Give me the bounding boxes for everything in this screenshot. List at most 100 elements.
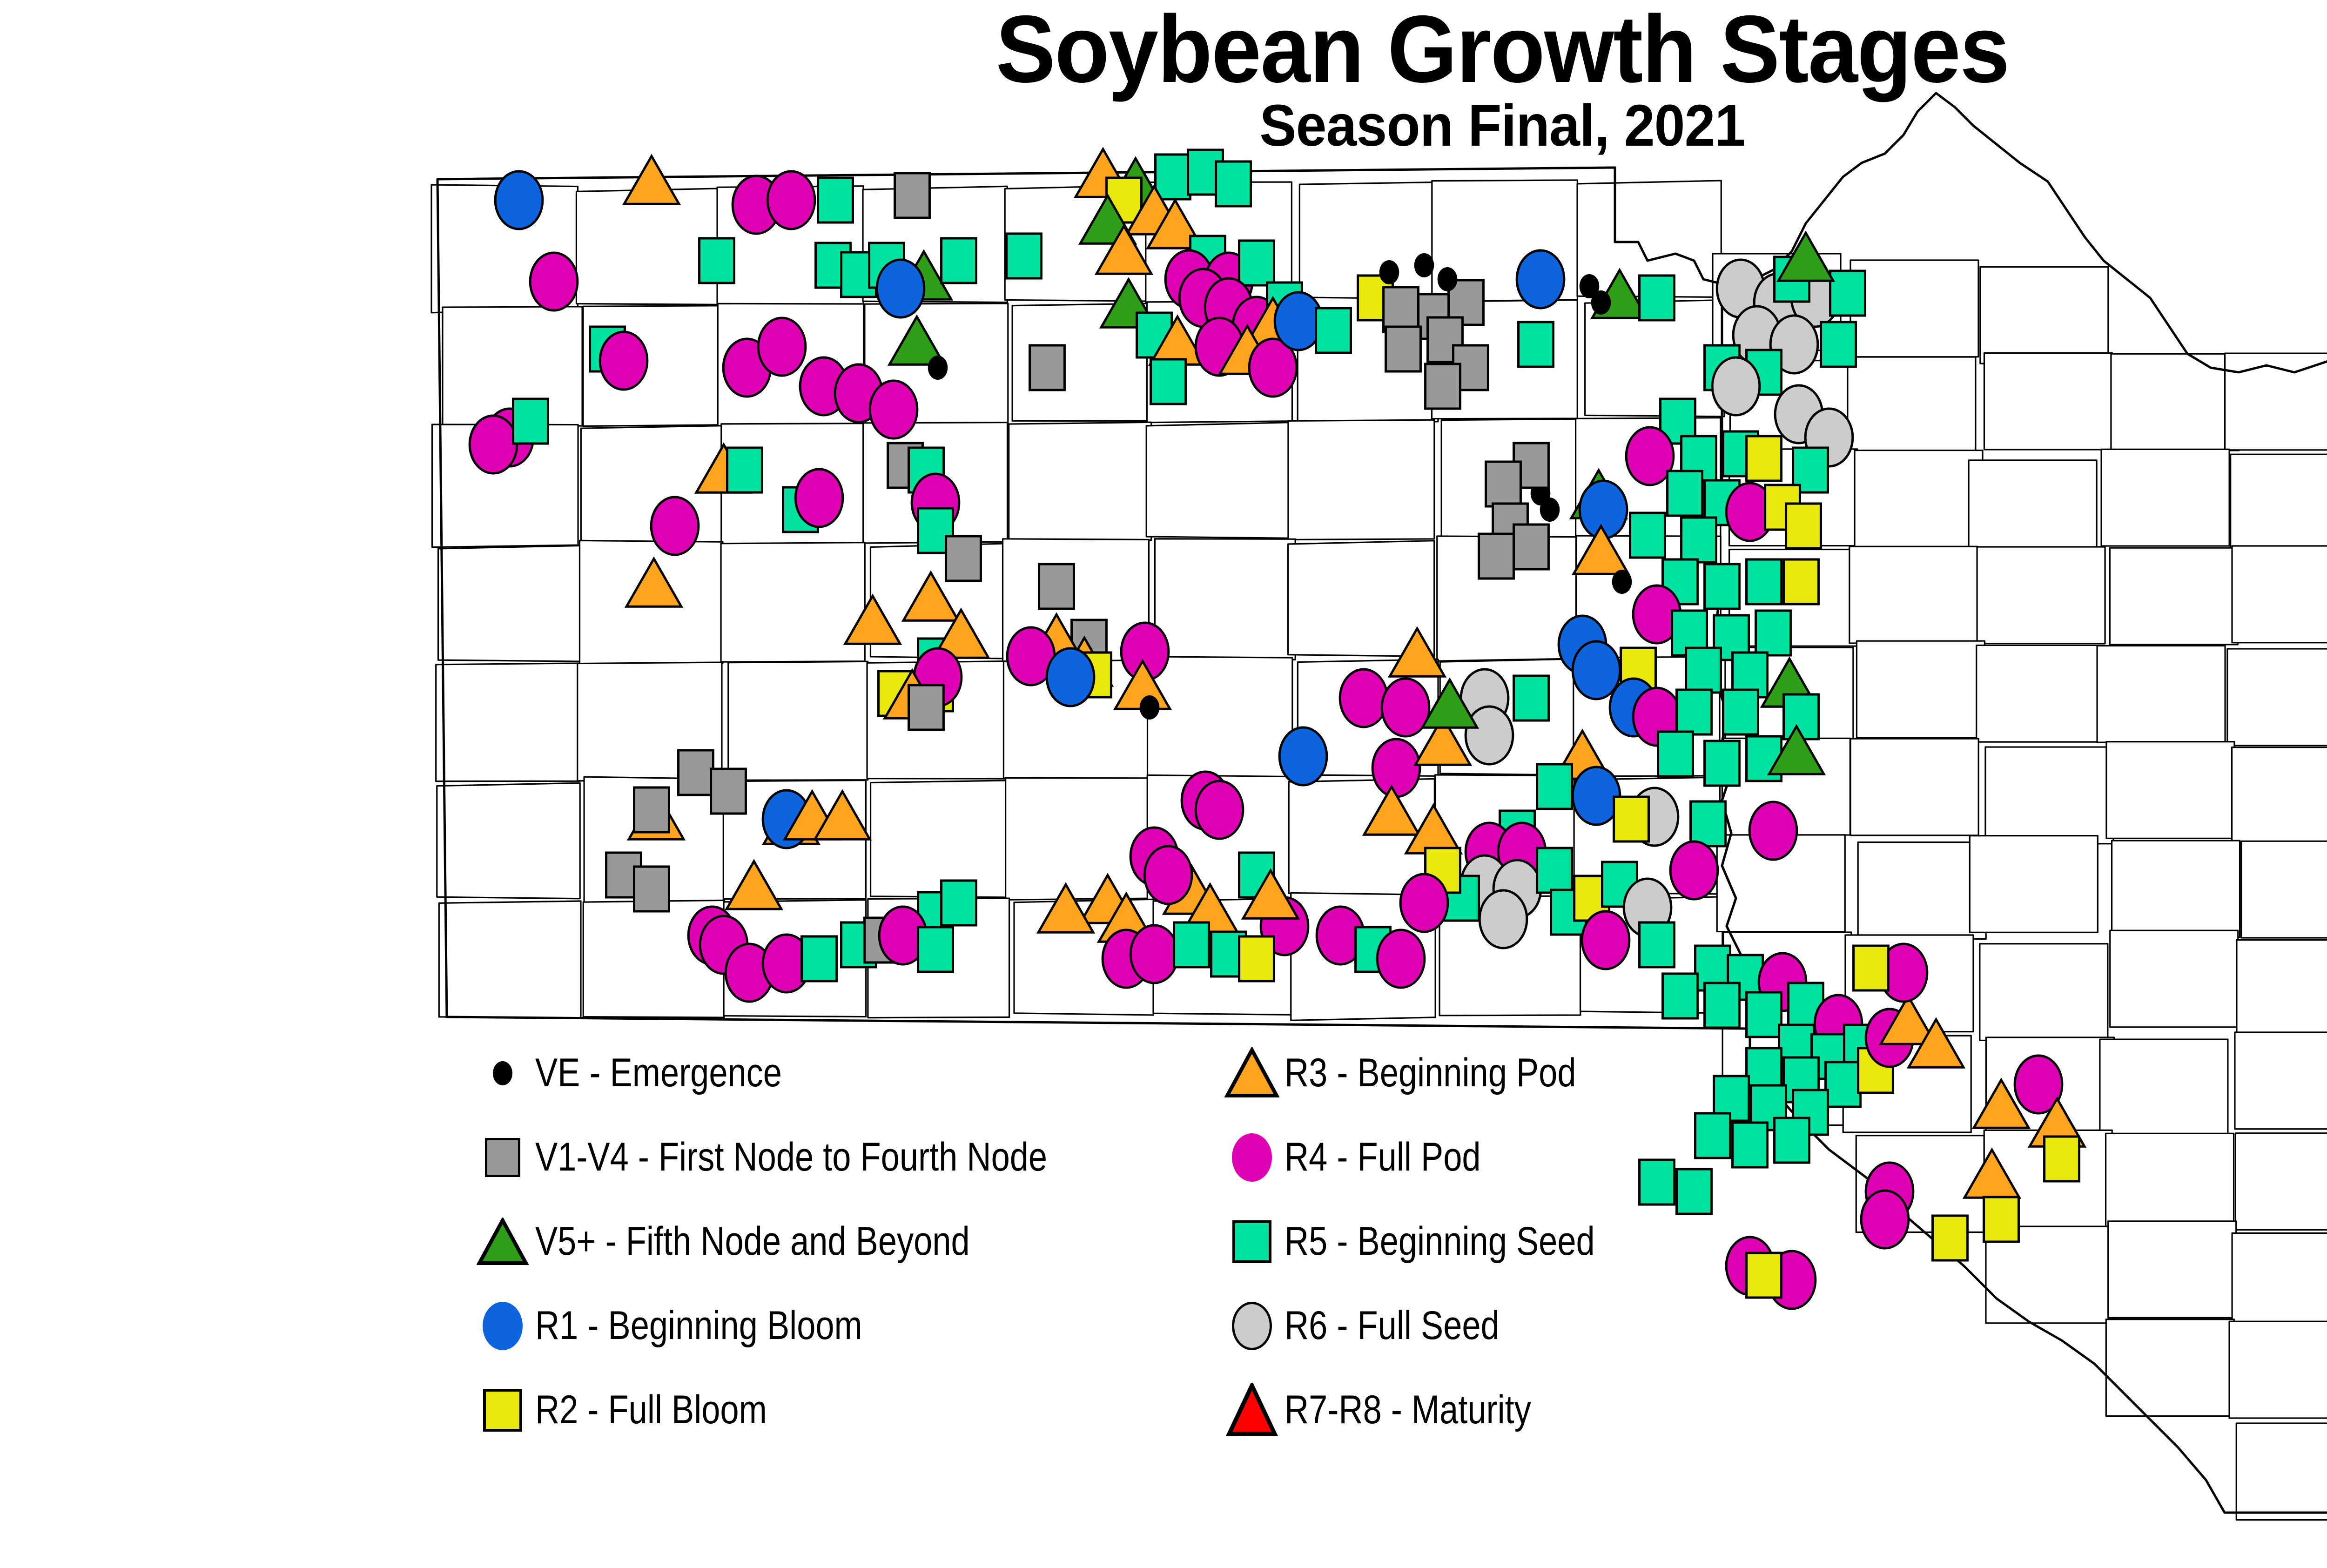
map-marker-r5[interactable] [1675, 688, 1713, 736]
map-marker-ve[interactable] [1139, 695, 1160, 720]
map-marker-r4[interactable] [2013, 1054, 2064, 1115]
map-marker-r4[interactable] [794, 468, 844, 528]
map-marker-r4[interactable] [1194, 780, 1244, 840]
map-marker-r5[interactable] [1680, 516, 1717, 564]
map-marker-r3[interactable] [1387, 626, 1447, 678]
map-marker-r2[interactable] [1613, 795, 1650, 843]
map-marker-v1-v4[interactable] [945, 535, 982, 582]
map-marker-v1-v4[interactable] [908, 684, 945, 731]
map-marker-r2[interactable] [1782, 558, 1820, 606]
map-marker-r3[interactable] [1878, 994, 1938, 1045]
map-marker-r5[interactable] [1536, 763, 1573, 810]
map-marker-r5[interactable] [1536, 847, 1573, 894]
map-marker-r4[interactable] [868, 379, 919, 440]
legend-item-r7-r8[interactable]: R7-R8 - Maturity [1224, 1368, 1654, 1452]
map-marker-r5[interactable] [940, 237, 977, 284]
map-marker-r6[interactable] [1711, 356, 1761, 417]
map-marker-r5[interactable] [698, 237, 735, 284]
map-marker-r1[interactable] [875, 258, 926, 319]
map-marker-r1[interactable] [1278, 726, 1328, 787]
map-marker-r3[interactable] [1241, 868, 1300, 920]
map-marker-r4[interactable] [1399, 873, 1449, 933]
map-marker-r3[interactable] [1971, 1077, 2031, 1129]
map-marker-r5[interactable] [1666, 470, 1703, 517]
map-marker-r3[interactable] [1362, 784, 1421, 836]
map-marker-r5[interactable] [1215, 160, 1252, 208]
map-marker-r5[interactable] [1703, 982, 1741, 1029]
map-marker-v1-v4[interactable] [710, 767, 747, 815]
map-marker-r1[interactable] [494, 170, 544, 230]
map-marker-r3[interactable] [813, 789, 872, 841]
map-marker-r1[interactable] [1571, 640, 1621, 700]
legend-item-r1[interactable]: R1 - Beginning Bloom [475, 1284, 1145, 1368]
map-marker-r5[interactable] [1638, 274, 1675, 322]
map-marker-r5[interactable] [1703, 740, 1741, 787]
map-marker-r4[interactable] [1580, 910, 1631, 970]
map-marker-r5[interactable] [1745, 991, 1782, 1038]
map-marker-v1-v4[interactable] [1029, 344, 1066, 391]
map-marker-r2[interactable] [1745, 435, 1782, 482]
map-marker-r4[interactable] [1748, 801, 1798, 861]
map-marker-r4[interactable] [1338, 668, 1389, 728]
map-marker-r5[interactable] [817, 176, 854, 224]
map-marker-r4[interactable] [1371, 738, 1421, 798]
marker-layer[interactable] [468, 147, 2087, 1310]
map-marker-r5[interactable] [1517, 321, 1554, 368]
legend-item-r4[interactable]: R4 - Full Pod [1224, 1115, 1654, 1199]
map-marker-v1-v4[interactable] [1382, 286, 1419, 333]
map-marker-r4[interactable] [1129, 924, 1179, 984]
map-marker-r3[interactable] [901, 570, 961, 622]
map-marker-r4[interactable] [1143, 845, 1193, 905]
map-marker-v1-v4[interactable] [1513, 523, 1550, 571]
map-marker-v1-v4[interactable] [633, 865, 670, 913]
map-marker-v5+[interactable] [887, 314, 947, 366]
map-marker-v1-v4[interactable] [1478, 532, 1515, 580]
map-marker-r4[interactable] [468, 414, 518, 475]
map-marker-r5[interactable] [1675, 1168, 1713, 1215]
map-marker-v1-v4[interactable] [1038, 563, 1075, 610]
map-marker-r5[interactable] [1173, 921, 1210, 969]
legend-item-r2[interactable]: R2 - Full Bloom [475, 1368, 1145, 1452]
map-marker-r4[interactable] [766, 170, 816, 230]
map-marker-r5[interactable] [1685, 646, 1722, 694]
map-marker-r3[interactable] [1413, 714, 1473, 766]
map-marker-r3[interactable] [1906, 1017, 1966, 1069]
map-marker-r4[interactable] [1669, 840, 1719, 901]
map-marker-v5+[interactable] [1420, 677, 1480, 729]
map-marker-r2[interactable] [1931, 1214, 1969, 1262]
map-marker-r5[interactable] [917, 926, 954, 973]
map-marker-r2[interactable] [1852, 944, 1890, 992]
map-marker-r3[interactable] [1180, 882, 1240, 934]
map-marker-r4[interactable] [757, 316, 807, 377]
map-marker-v1-v4[interactable] [1424, 363, 1461, 410]
map-marker-r4[interactable] [1248, 337, 1298, 398]
map-marker-r3[interactable] [1571, 524, 1631, 575]
map-marker-r5[interactable] [1638, 921, 1675, 969]
map-marker-r5[interactable] [1005, 232, 1042, 280]
map-marker-r6[interactable] [1478, 889, 1528, 949]
map-marker-ve[interactable] [1414, 253, 1434, 277]
map-marker-r5[interactable] [726, 446, 763, 494]
map-marker-r5[interactable] [1154, 153, 1191, 201]
map-marker-ve[interactable] [1612, 570, 1632, 594]
map-marker-v5+[interactable] [1767, 724, 1826, 775]
legend-item-r3[interactable]: R3 - Beginning Pod [1224, 1031, 1654, 1115]
map-marker-r4[interactable] [1376, 929, 1426, 989]
map-marker-v1-v4[interactable] [1485, 460, 1522, 508]
map-marker-r2[interactable] [1745, 1252, 1782, 1299]
map-marker-r3[interactable] [1036, 882, 1096, 934]
map-marker-r3[interactable] [1094, 223, 1154, 275]
map-marker-ve[interactable] [1437, 267, 1458, 291]
map-marker-r5[interactable] [1629, 511, 1666, 559]
map-marker-r5[interactable] [512, 397, 549, 445]
map-marker-r5[interactable] [1238, 239, 1275, 287]
map-marker-r5[interactable] [1731, 1121, 1769, 1169]
map-marker-r5[interactable] [1755, 609, 1792, 657]
map-marker-r5[interactable] [1773, 1117, 1810, 1164]
map-marker-r6[interactable] [1464, 705, 1514, 766]
map-marker-r5[interactable] [1820, 321, 1857, 368]
map-marker-ve[interactable] [1591, 290, 1611, 315]
map-marker-r5[interactable] [1694, 1112, 1731, 1159]
map-marker-ve[interactable] [1540, 498, 1560, 522]
map-marker-r5[interactable] [1829, 269, 1866, 317]
